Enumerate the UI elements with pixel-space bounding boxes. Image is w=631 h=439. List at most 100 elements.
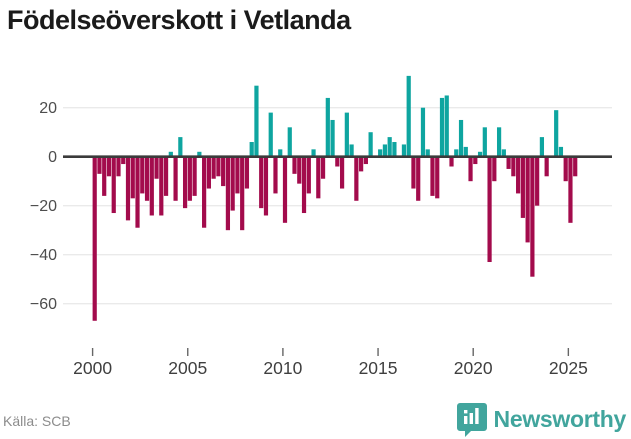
quarter-bar-2012q1: [320, 156, 326, 179]
quarter-bar-2024q4: [563, 156, 568, 182]
quarter-bar-2001q1: [111, 156, 116, 214]
quarter-bar-2017q3: [425, 149, 430, 157]
quarter-bar-2010q2: [287, 127, 292, 157]
quarter-bar-2014q2: [363, 156, 368, 165]
quarter-bar-2022q3: [520, 156, 525, 218]
quarter-bar-2020q3: [482, 127, 487, 157]
quarter-bar-2019q1: [454, 149, 459, 157]
quarter-bar-2022q4: [525, 156, 530, 243]
quarter-bar-2019q2: [458, 119, 464, 157]
quarter-bar-2017q1: [416, 156, 421, 201]
quarter-bar-2000q3: [102, 156, 107, 196]
y-axis-tick-label: 0: [48, 149, 57, 166]
x-axis-tick-label: 2005: [168, 358, 207, 378]
quarter-bar-2001q2: [116, 156, 121, 177]
quarter-bar-2002q3: [140, 156, 145, 194]
quarter-bar-2013q4: [354, 156, 359, 201]
quarter-bar-2011q3: [311, 149, 316, 157]
quarter-bar-2013q3: [349, 144, 354, 157]
quarter-bar-2003q2: [154, 156, 159, 179]
quarter-bar-2016q4: [411, 156, 416, 189]
quarter-bar-2021q4: [506, 156, 511, 169]
quarter-bar-2023q2: [535, 156, 540, 206]
quarter-bar-2005q3: [197, 151, 202, 157]
quarter-bar-2018q4: [449, 156, 454, 167]
quarter-bar-2019q3: [463, 146, 468, 157]
quarter-bar-2017q2: [420, 107, 426, 157]
quarter-bar-2017q4: [430, 156, 435, 196]
page-title: Födelseöverskott i Vetlanda: [7, 5, 351, 35]
quarter-bar-2005q2: [192, 156, 197, 196]
quarter-bar-2025q1: [568, 156, 573, 223]
newsworthy-wordmark: Newsworthy: [493, 405, 627, 432]
quarter-bar-2021q1: [492, 156, 497, 182]
quarter-bar-2015q4: [392, 142, 397, 157]
newsworthy-logo[interactable]: Newsworthy: [456, 401, 627, 437]
quarter-bar-2002q4: [144, 156, 150, 201]
quarter-bar-2003q1: [149, 156, 154, 216]
quarter-bar-2020q4: [487, 156, 492, 263]
quarter-bar-2007q1: [240, 156, 245, 231]
quarter-bar-2018q2: [439, 97, 445, 157]
quarter-bar-2007q3: [235, 156, 240, 194]
quarter-bar-2015q3: [387, 137, 392, 157]
quarter-bar-2015q2: [382, 144, 388, 157]
quarter-bar-2022q1: [511, 156, 516, 177]
quarter-bar-2005q1: [187, 156, 192, 201]
source-label: Källa: SCB: [3, 413, 71, 429]
quarter-bar-2011q4: [316, 156, 321, 199]
quarter-bar-2000q1: [92, 156, 97, 321]
quarter-bar-2006q4: [221, 156, 226, 187]
quarter-bar-2009q3: [273, 156, 278, 194]
quarter-bar-2011q2: [306, 156, 311, 194]
quarter-bar-2004q4: [182, 156, 188, 209]
quarter-bar-2010q3: [292, 156, 297, 174]
quarter-bar-2001q3: [121, 156, 126, 165]
quarter-bar-2021q2: [496, 127, 502, 157]
quarter-bar-2010q4: [297, 156, 302, 184]
quarter-bar-2012q4: [335, 156, 340, 167]
quarter-bar-2012q3: [330, 119, 335, 157]
x-axis-tick-label: 2025: [549, 358, 588, 378]
quarter-bar-2016q3: [406, 75, 411, 157]
newsworthy-badge-icon: [456, 403, 487, 437]
x-axis-tick-label: 2015: [359, 358, 398, 378]
quarter-bar-2020q1: [473, 156, 478, 165]
quarter-bar-2002q2: [135, 156, 140, 228]
x-axis-tick-label: 2010: [263, 358, 302, 378]
quarter-bar-2007q2: [230, 156, 235, 211]
quarter-bar-2020q2: [477, 151, 483, 157]
quarter-bar-2013q1: [339, 156, 345, 189]
quarter-bar-2014q1: [359, 156, 364, 172]
quarter-bar-2014q3: [368, 132, 373, 157]
y-axis-tick-label: −20: [30, 198, 57, 215]
quarter-bar-2009q1: [263, 156, 269, 216]
quarter-bar-2010q1: [282, 156, 288, 223]
quarter-bar-2008q1: [244, 156, 250, 189]
quarter-bar-2015q1: [378, 149, 383, 157]
y-axis-tick-label: 20: [39, 100, 57, 117]
x-axis-tick-label: 2000: [73, 358, 112, 378]
quarter-bar-2024q3: [558, 146, 564, 157]
quarter-bar-2008q2: [249, 142, 254, 157]
quarter-bar-2018q1: [435, 156, 440, 199]
quarter-bar-2000q2: [97, 156, 102, 174]
quarter-bar-2009q4: [278, 149, 283, 157]
quarter-bar-2023q4: [544, 156, 549, 177]
quarter-bar-2016q2: [401, 144, 407, 157]
quarter-bar-2002q1: [130, 156, 135, 199]
quarter-bar-2000q4: [106, 156, 112, 177]
quarter-bar-2023q3: [539, 137, 545, 157]
quarter-bar-2009q2: [268, 112, 273, 157]
quarter-bar-2006q3: [216, 156, 221, 177]
quarter-bar-2011q1: [301, 156, 307, 214]
quarter-bar-2006q2: [211, 156, 216, 179]
quarter-bar-2003q4: [163, 156, 169, 196]
quarter-bar-2025q2: [573, 156, 578, 177]
quarter-bar-2023q1: [530, 156, 535, 277]
quarter-bar-2003q1: [159, 156, 164, 216]
quarter-bar-2007q1: [225, 156, 231, 231]
quarter-bar-2013q2: [344, 112, 349, 157]
